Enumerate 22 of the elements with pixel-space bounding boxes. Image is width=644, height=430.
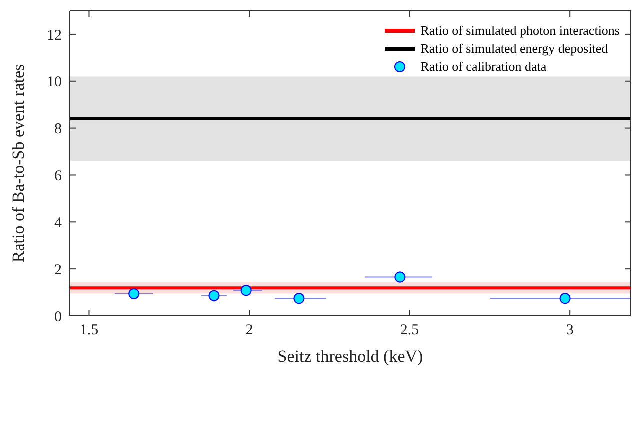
- point: [240, 285, 252, 296]
- point: [128, 288, 140, 300]
- x-tick-label: 1.5: [80, 322, 99, 339]
- y-tick-label: 8: [54, 122, 62, 138]
- y-axis-title: Ratio of Ba-to-Sb event rates: [9, 64, 28, 263]
- legend-label: Ratio of calibration data: [420, 58, 547, 76]
- point: [294, 293, 305, 304]
- x-tick-label: 2: [246, 322, 254, 339]
- y-tick-label: 12: [47, 28, 62, 44]
- y-tick-label: 10: [47, 74, 62, 91]
- legend-label: Ratio of simulated energy deposited: [420, 40, 608, 58]
- x-tick-label: 2.5: [400, 322, 420, 339]
- x-axis-title: Seitz threshold (keV): [278, 347, 424, 366]
- point: [394, 272, 406, 283]
- point: [560, 293, 571, 304]
- x-tick-label: 3: [566, 322, 574, 339]
- y-tick-label: 0: [54, 309, 62, 326]
- legend-label: Ratio of simulated photon interactions: [420, 22, 620, 40]
- y-tick-label: 4: [54, 215, 62, 232]
- y-tick-label: 6: [54, 168, 62, 185]
- point: [208, 290, 220, 302]
- y-tick-label: 2: [54, 262, 62, 278]
